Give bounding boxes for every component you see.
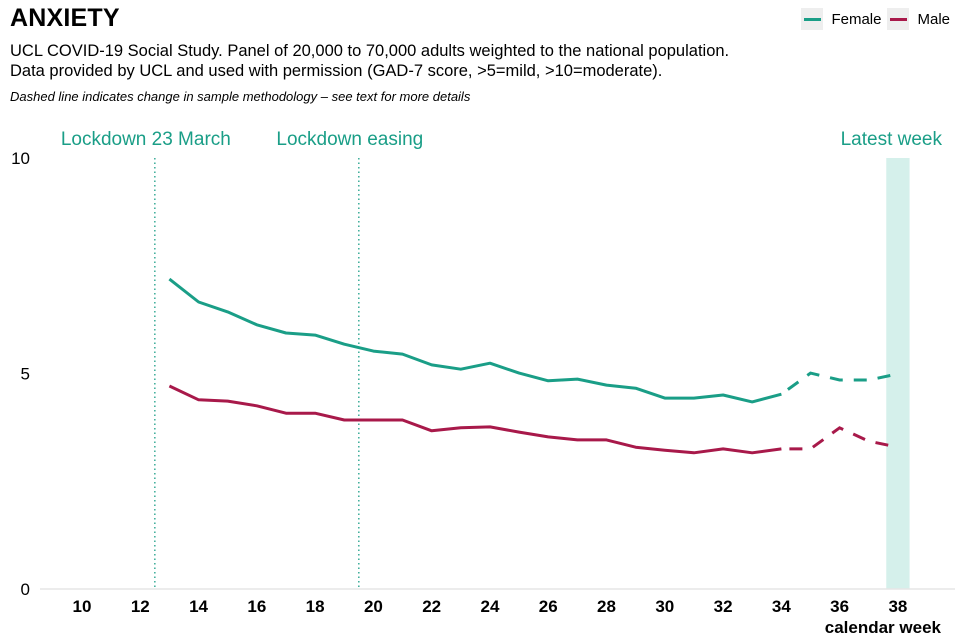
x-tick-label: 30 <box>655 597 674 616</box>
chart-subtitle: UCL COVID-19 Social Study. Panel of 20,0… <box>10 41 729 81</box>
x-tick-label: 34 <box>772 597 791 616</box>
x-tick-label: 12 <box>131 597 150 616</box>
y-tick-label: 5 <box>21 365 30 384</box>
legend-swatch-male <box>887 8 910 30</box>
subtitle-line-1: UCL COVID-19 Social Study. Panel of 20,0… <box>10 42 730 60</box>
x-tick-label: 14 <box>189 597 208 616</box>
series-line-dashed-male <box>781 426 899 451</box>
y-tick-label: 10 <box>11 149 30 168</box>
legend: Female Male <box>801 8 950 30</box>
annotation-label-1: Lockdown easing <box>276 129 423 150</box>
series-line-female <box>168 277 782 404</box>
x-tick-label: 10 <box>73 597 92 616</box>
series-line-male <box>168 384 782 455</box>
x-tick-label: 22 <box>422 597 441 616</box>
legend-label-male: Male <box>917 10 950 28</box>
latest-week-band <box>886 158 910 589</box>
x-axis-label: calendar week <box>825 618 942 637</box>
subtitle-line-2: Data provided by UCL and used with permi… <box>10 62 663 80</box>
legend-label-female: Female <box>831 10 882 28</box>
chart-title: ANXIETY <box>10 4 120 32</box>
x-tick-label: 38 <box>888 597 907 616</box>
y-tick-label: 0 <box>21 580 30 599</box>
x-tick-label: 32 <box>714 597 733 616</box>
methodology-note: Dashed line indicates change in sample m… <box>10 89 471 104</box>
x-tick-label: 16 <box>247 597 266 616</box>
x-tick-label: 20 <box>364 597 383 616</box>
annotation-label-0: Lockdown 23 March <box>61 129 231 150</box>
annotation-label-latest-week: Latest week <box>841 129 943 150</box>
x-tick-label: 18 <box>306 597 325 616</box>
legend-swatch-female <box>801 8 824 30</box>
series-line-dashed-female <box>780 371 899 396</box>
x-tick-label: 26 <box>539 597 558 616</box>
legend-item-male[interactable]: Male <box>887 8 950 30</box>
x-tick-label: 24 <box>480 597 499 616</box>
legend-item-female[interactable]: Female <box>801 8 881 30</box>
x-tick-label: 28 <box>597 597 616 616</box>
x-tick-label: 36 <box>830 597 849 616</box>
